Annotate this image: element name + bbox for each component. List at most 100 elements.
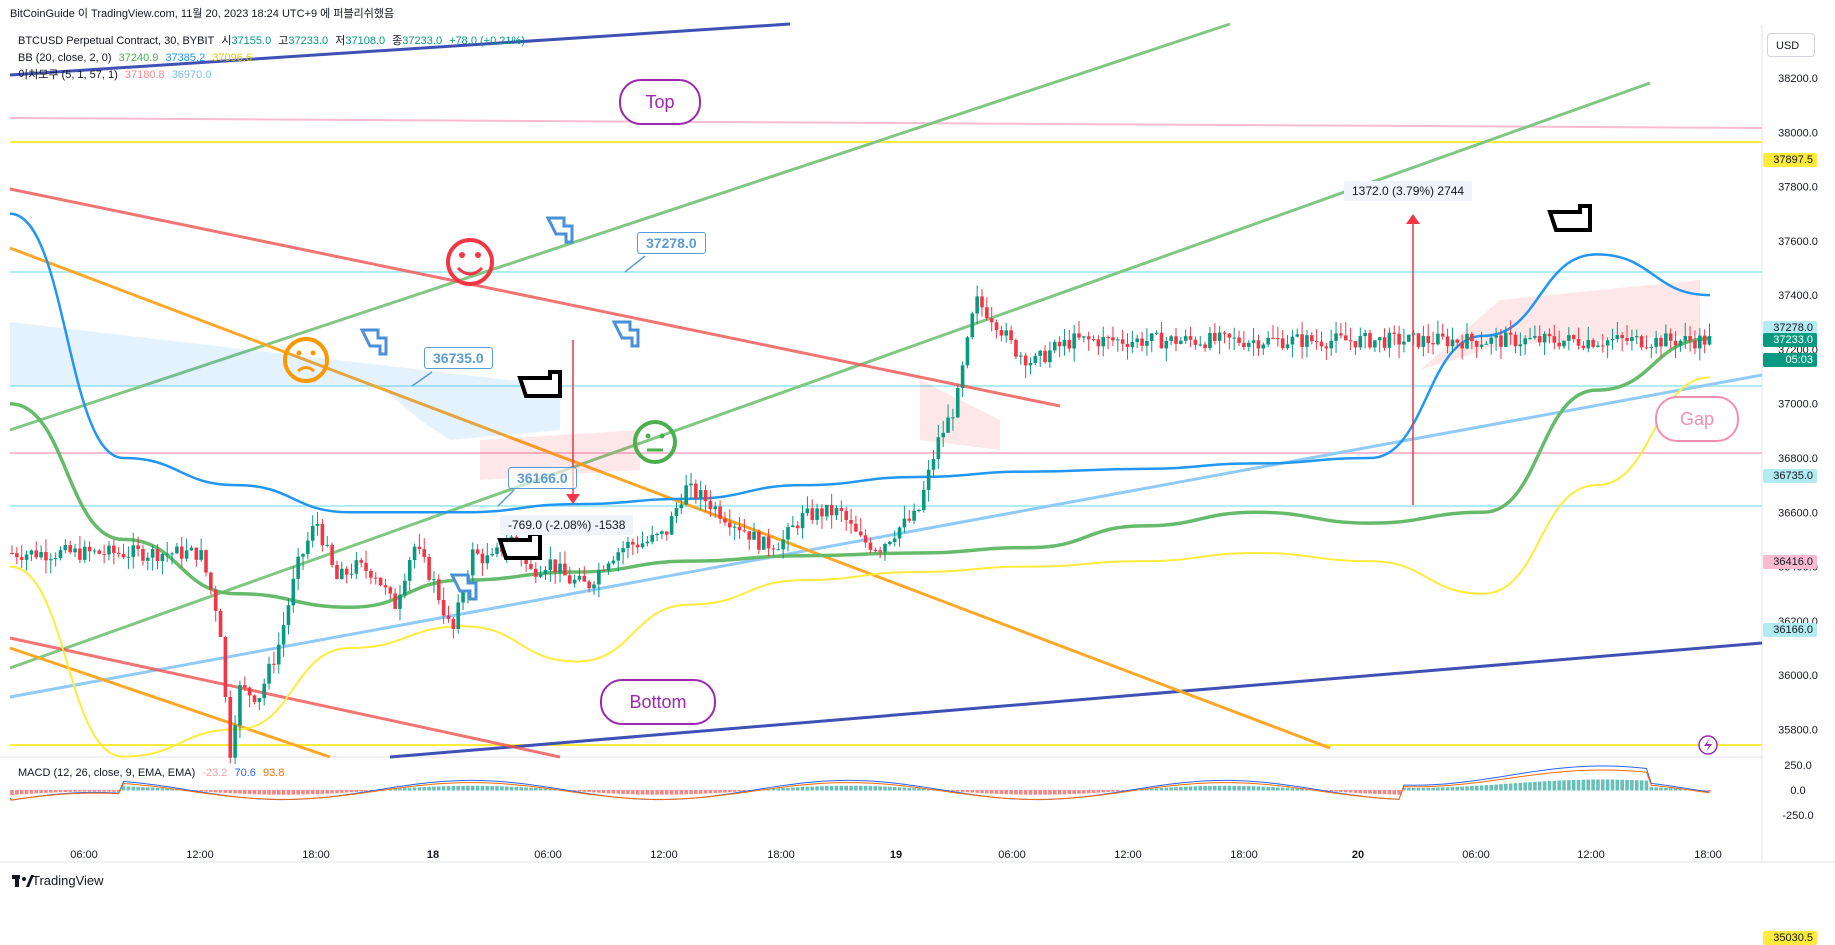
lightning-icon[interactable]	[1698, 735, 1718, 755]
macd-histogram-bar	[1644, 780, 1649, 791]
macd-histogram-bar	[247, 790, 252, 795]
candle-body	[102, 553, 106, 555]
ichimoku-legend[interactable]: 이치모쿠 (5, 1, 57, 1) 37180.8 36970.0	[18, 68, 215, 82]
candle-body	[1421, 336, 1426, 347]
macd-histogram-bar	[1232, 785, 1236, 791]
candle-body	[490, 553, 494, 556]
price-tick-label: 36000.0	[1778, 670, 1818, 682]
candle-body	[577, 575, 582, 580]
symbol-legend[interactable]: BTCUSD Perpetual Contract, 30, BYBIT 시37…	[18, 34, 529, 48]
candle-body	[146, 557, 150, 561]
candle-body	[1654, 337, 1658, 347]
currency-button[interactable]: USD	[1767, 33, 1815, 57]
candle-body	[441, 600, 446, 616]
candle-body	[1552, 336, 1557, 343]
time-tick-label: 12:00	[650, 849, 678, 861]
candle-body	[791, 525, 795, 528]
candle-body	[703, 490, 708, 502]
candle-body	[592, 584, 596, 589]
candle-body	[1193, 339, 1198, 345]
candle-body	[1557, 342, 1561, 347]
price-label-37278: 37278.0	[637, 232, 706, 254]
candle-body	[810, 508, 815, 520]
candle-body	[49, 559, 53, 561]
candle-body	[344, 568, 349, 575]
candle-body	[1280, 338, 1285, 349]
trendline-navy-top	[9, 22, 791, 77]
candle-body	[1639, 336, 1644, 348]
macd-histogram-bar	[1523, 782, 1527, 791]
macd-histogram-bar	[257, 790, 262, 795]
macd-histogram-bar	[815, 786, 819, 791]
macd-histogram-bar	[1377, 790, 1382, 795]
candle-body	[897, 527, 902, 539]
candle-body	[1208, 332, 1212, 349]
candle-body	[1154, 332, 1159, 334]
macd-histogram-bar	[626, 790, 630, 795]
candle-body	[1300, 334, 1304, 347]
candle-body	[1625, 338, 1629, 341]
candle-body	[29, 550, 34, 555]
macd-histogram-bar	[340, 790, 344, 793]
macd-histogram-bar	[519, 787, 524, 791]
candle-body	[301, 554, 305, 557]
macd-histogram-bar	[480, 785, 485, 791]
bollinger-basis-line	[9, 336, 1711, 610]
candle-body	[1251, 340, 1256, 343]
macd-histogram-bar	[155, 787, 160, 791]
macd-histogram-bar	[1455, 786, 1460, 791]
candle-body	[417, 546, 422, 550]
candle-body	[669, 515, 674, 535]
label-pointer-36166	[497, 489, 515, 507]
macd-histogram-bar	[926, 789, 931, 791]
price-axis-label: 05:03	[1763, 353, 1817, 368]
macd-histogram-bar	[1145, 788, 1149, 791]
candle-body	[989, 318, 994, 323]
macd-histogram-bar	[994, 790, 999, 794]
candle-body	[276, 644, 281, 665]
candle-body	[1261, 344, 1266, 349]
macd-histogram-bar	[718, 790, 722, 793]
macd-histogram-bar	[844, 785, 848, 791]
candle-body	[1101, 337, 1106, 347]
candle-body	[44, 552, 48, 561]
measure-up-label: 1372.0 (3.79%) 2744	[1344, 181, 1473, 201]
macd-histogram-bar	[427, 786, 431, 791]
bb-legend[interactable]: BB (20, close, 2, 0) 37240.9 37385.2 370…	[18, 51, 256, 65]
candle-body	[1334, 333, 1338, 341]
price-chart[interactable]: 35800.036000.036200.036400.036600.036800…	[0, 0, 1835, 901]
candle-body	[766, 536, 771, 549]
candle-body	[179, 546, 184, 559]
macd-histogram-bar	[1373, 790, 1377, 794]
macd-tick-label: 0.0	[1790, 785, 1805, 797]
macd-histogram-bar	[572, 790, 577, 792]
macd-histogram-bar	[68, 790, 72, 792]
macd-legend[interactable]: MACD (12, 26, close, 9, EMA, EMA) -23.2 …	[18, 766, 288, 780]
candle-body	[868, 542, 873, 550]
candle-body	[1377, 337, 1382, 341]
candle-body	[854, 523, 858, 532]
macd-histogram-bar	[849, 785, 853, 791]
time-tick-label: 06:00	[998, 849, 1026, 861]
candle-body	[19, 557, 24, 560]
candle-body	[1581, 345, 1586, 349]
candle-body	[534, 568, 538, 577]
macd-histogram-bar	[888, 786, 892, 791]
macd-histogram-bar	[1547, 781, 1552, 791]
candle-body	[1169, 336, 1173, 341]
macd-histogram-bar	[674, 790, 679, 795]
macd-histogram-bar	[393, 788, 397, 791]
candle-body	[359, 560, 363, 563]
candle-body	[737, 526, 742, 531]
macd-histogram-bar	[781, 788, 785, 791]
candle-body	[1678, 340, 1683, 346]
low-value: 37108.0	[345, 35, 386, 47]
candle-body	[786, 527, 790, 540]
macd-histogram-bar	[679, 790, 684, 795]
candle-body	[951, 417, 955, 419]
macd-histogram-bar	[267, 790, 271, 795]
macd-histogram-bar	[1091, 790, 1096, 793]
candle-body	[296, 556, 300, 579]
macd-histogram-bar	[689, 790, 693, 795]
candle-body	[548, 559, 553, 570]
